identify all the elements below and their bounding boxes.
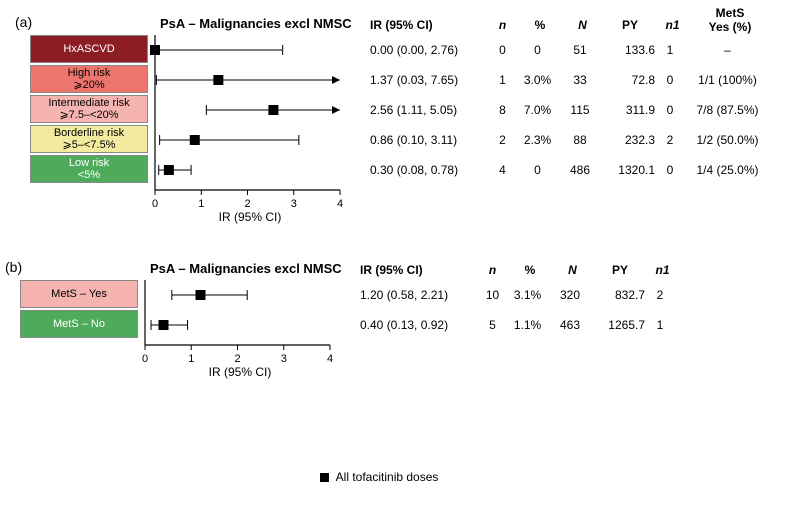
cell-n: 2 xyxy=(490,133,515,147)
cell-N: 51 xyxy=(560,43,600,57)
col-n1: n1 xyxy=(660,18,685,32)
svg-text:0: 0 xyxy=(142,353,148,365)
svg-text:3: 3 xyxy=(281,353,287,365)
svg-text:0: 0 xyxy=(152,198,158,210)
panel-a-label: (a) xyxy=(15,14,32,30)
cell-N: 115 xyxy=(560,103,600,117)
cell-ir: 0.86 (0.10, 3.11) xyxy=(370,133,490,147)
cell-py: 311.9 xyxy=(600,103,655,117)
cell-mets: 1/2 (50.0%) xyxy=(685,133,770,147)
col-py: PY xyxy=(605,18,655,32)
cell-ir: 2.56 (1.11, 5.05) xyxy=(370,103,490,117)
cell-ir: 0.40 (0.13, 0.92) xyxy=(360,318,480,332)
table-row: 0.40 (0.13, 0.92)51.1%4631265.71 xyxy=(360,310,675,340)
category-box: Borderline risk⩾5–<7.5% xyxy=(30,125,148,153)
panel-a-title: PsA – Malignancies excl NMSC xyxy=(160,16,352,31)
cell-ir: 1.20 (0.58, 2.21) xyxy=(360,288,480,302)
panel-b: (b) PsA – Malignancies excl NMSC MetS – … xyxy=(0,255,780,465)
panel-b-axis-label: IR (95% CI) xyxy=(145,365,335,379)
cell-mets: 1/4 (25.0%) xyxy=(685,163,770,177)
cell-py: 133.6 xyxy=(600,43,655,57)
cell-n1: 0 xyxy=(655,73,685,87)
category-box: Low risk<5% xyxy=(30,155,148,183)
category-box: Intermediate risk⩾7.5–<20% xyxy=(30,95,148,123)
cell-pct: 2.3% xyxy=(515,133,560,147)
table-row: 1.37 (0.03, 7.65)13.0%3372.801/1 (100%) xyxy=(370,65,770,95)
cell-N: 486 xyxy=(560,163,600,177)
cell-pct: 7.0% xyxy=(515,103,560,117)
cell-n: 5 xyxy=(480,318,505,332)
cell-n: 10 xyxy=(480,288,505,302)
category-box: MetS – No xyxy=(20,310,138,338)
svg-text:2: 2 xyxy=(234,353,240,365)
category-box: High risk⩾20% xyxy=(30,65,148,93)
cell-mets: – xyxy=(685,43,770,57)
cell-n: 8 xyxy=(490,103,515,117)
svg-text:1: 1 xyxy=(188,353,194,365)
cell-py: 832.7 xyxy=(590,288,645,302)
panel-b-title: PsA – Malignancies excl NMSC xyxy=(150,261,342,276)
cell-ir: 0.30 (0.08, 0.78) xyxy=(370,163,490,177)
col-py-b: PY xyxy=(595,263,645,277)
col-ir: IR (95% CI) xyxy=(370,18,480,32)
svg-text:2: 2 xyxy=(244,198,250,210)
col-N-b: N xyxy=(555,263,590,277)
cell-ir: 0.00 (0.00, 2.76) xyxy=(370,43,490,57)
panel-a-axis-label: IR (95% CI) xyxy=(155,210,345,224)
col-n-b: n xyxy=(480,263,505,277)
cell-n1: 1 xyxy=(645,318,675,332)
legend-label: All tofacitinib doses xyxy=(336,470,439,484)
category-box: MetS – Yes xyxy=(20,280,138,308)
cell-N: 88 xyxy=(560,133,600,147)
cell-n1: 0 xyxy=(655,163,685,177)
table-row: 1.20 (0.58, 2.21)103.1%320832.72 xyxy=(360,280,675,310)
legend-marker-icon xyxy=(320,473,329,482)
col-pct-b: % xyxy=(510,263,550,277)
col-mets-top: MetS xyxy=(690,6,770,20)
cell-n1: 2 xyxy=(655,133,685,147)
cell-py: 1320.1 xyxy=(600,163,655,177)
cell-n: 4 xyxy=(490,163,515,177)
cell-pct: 0 xyxy=(515,43,560,57)
cell-n1: 0 xyxy=(655,103,685,117)
col-N: N xyxy=(565,18,600,32)
panel-a-plot: 0 1 2 3 4 xyxy=(155,35,345,230)
cell-pct: 1.1% xyxy=(505,318,550,332)
cell-N: 320 xyxy=(550,288,590,302)
cell-n: 0 xyxy=(490,43,515,57)
legend: All tofacitinib doses xyxy=(320,470,438,484)
col-n: n xyxy=(490,18,515,32)
cell-N: 33 xyxy=(560,73,600,87)
cell-py: 1265.7 xyxy=(590,318,645,332)
cell-pct: 0 xyxy=(515,163,560,177)
cell-pct: 3.1% xyxy=(505,288,550,302)
svg-text:4: 4 xyxy=(327,353,333,365)
table-row: 0.00 (0.00, 2.76)0051133.61– xyxy=(370,35,770,65)
cell-py: 232.3 xyxy=(600,133,655,147)
cell-mets: 7/8 (87.5%) xyxy=(685,103,770,117)
col-ir-b: IR (95% CI) xyxy=(360,263,470,277)
cell-mets: 1/1 (100%) xyxy=(685,73,770,87)
col-mets-bot: Yes (%) xyxy=(690,20,770,34)
svg-text:1: 1 xyxy=(198,198,204,210)
cell-ir: 1.37 (0.03, 7.65) xyxy=(370,73,490,87)
panel-b-label: (b) xyxy=(5,259,22,275)
cell-py: 72.8 xyxy=(600,73,655,87)
category-box: HxASCVD xyxy=(30,35,148,63)
cell-n: 1 xyxy=(490,73,515,87)
svg-text:4: 4 xyxy=(337,198,343,210)
col-pct: % xyxy=(520,18,560,32)
cell-N: 463 xyxy=(550,318,590,332)
panel-a: (a) PsA – Malignancies excl NMSC HxASCVD… xyxy=(10,10,790,255)
cell-pct: 3.0% xyxy=(515,73,560,87)
col-n1-b: n1 xyxy=(650,263,675,277)
cell-n1: 2 xyxy=(645,288,675,302)
table-row: 0.30 (0.08, 0.78)404861320.101/4 (25.0%) xyxy=(370,155,770,185)
table-row: 0.86 (0.10, 3.11)22.3%88232.321/2 (50.0%… xyxy=(370,125,770,155)
svg-text:3: 3 xyxy=(291,198,297,210)
cell-n1: 1 xyxy=(655,43,685,57)
table-row: 2.56 (1.11, 5.05)87.0%115311.907/8 (87.5… xyxy=(370,95,770,125)
